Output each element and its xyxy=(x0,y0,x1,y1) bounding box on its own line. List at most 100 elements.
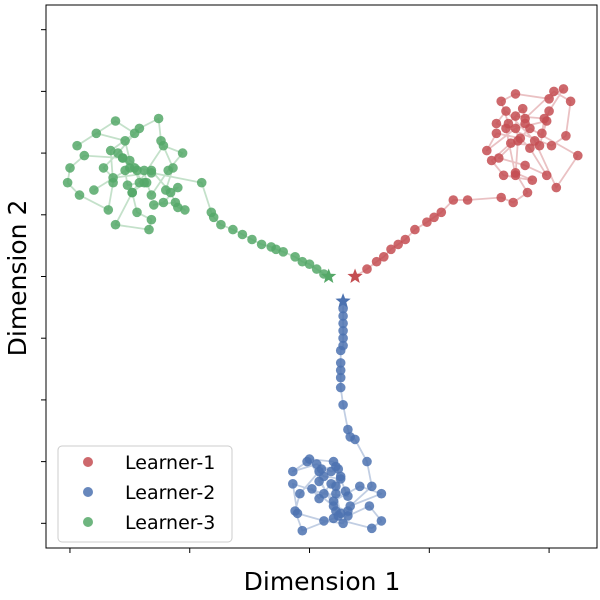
series-line-learner-3 xyxy=(66,117,330,278)
series-points xyxy=(62,84,583,536)
data-point-learner-2 xyxy=(316,464,327,474)
data-point-learner-2 xyxy=(297,525,308,536)
data-point-learner-1 xyxy=(501,123,511,134)
data-point-learner-2 xyxy=(338,400,348,410)
data-point-learner-2 xyxy=(292,508,303,519)
data-point-learner-3 xyxy=(266,242,277,252)
data-point-learner-2 xyxy=(335,471,346,482)
start-star-learner-1 xyxy=(347,268,363,283)
data-point-learner-3 xyxy=(62,177,73,188)
data-point-learner-1 xyxy=(393,239,404,250)
data-point-learner-2 xyxy=(338,518,348,529)
data-point-learner-3 xyxy=(91,128,102,139)
data-point-learner-2 xyxy=(333,511,344,521)
data-point-learner-1 xyxy=(494,153,504,163)
data-point-learner-1 xyxy=(400,234,411,245)
data-point-learner-3 xyxy=(129,128,140,139)
data-point-learner-3 xyxy=(120,136,130,146)
legend-label: Learner-1 xyxy=(125,452,215,474)
start-star-learner-2 xyxy=(335,293,351,308)
data-point-learner-2 xyxy=(367,481,377,492)
data-point-learner-3 xyxy=(165,187,176,198)
data-point-learner-1 xyxy=(544,106,554,116)
data-point-learner-2 xyxy=(338,318,348,329)
data-point-learner-2 xyxy=(331,461,341,472)
data-point-learner-1 xyxy=(510,111,521,121)
data-point-learner-2 xyxy=(338,303,348,314)
legend-marker xyxy=(83,517,93,527)
data-point-learner-1 xyxy=(541,170,552,181)
data-point-learner-2 xyxy=(314,493,324,504)
data-point-learner-1 xyxy=(508,197,518,208)
y-axis-label: Dimension 2 xyxy=(3,200,32,357)
data-point-learner-2 xyxy=(288,479,298,489)
legend-item-learner-3: Learner-3 xyxy=(83,512,215,534)
data-point-learner-1 xyxy=(462,195,473,205)
data-point-learner-2 xyxy=(328,501,339,511)
data-point-learner-3 xyxy=(89,185,99,195)
legend-item-learner-1: Learner-1 xyxy=(83,452,215,474)
data-point-learner-2 xyxy=(319,471,329,482)
data-point-learner-3 xyxy=(146,190,157,200)
data-point-learner-3 xyxy=(139,165,149,176)
data-point-learner-3 xyxy=(132,165,142,176)
data-point-learner-2 xyxy=(367,523,377,534)
data-point-learner-3 xyxy=(127,187,137,198)
data-point-learner-2 xyxy=(288,466,298,477)
data-point-learner-1 xyxy=(517,103,528,114)
data-point-learner-3 xyxy=(98,163,109,173)
data-point-learner-2 xyxy=(335,372,346,383)
data-point-learner-3 xyxy=(256,239,267,250)
data-point-learner-3 xyxy=(304,259,315,270)
data-point-learner-3 xyxy=(311,264,322,274)
data-point-learner-1 xyxy=(513,136,523,146)
legend-item-learner-2: Learner-2 xyxy=(83,482,215,504)
data-point-learner-1 xyxy=(362,264,372,274)
data-point-learner-1 xyxy=(422,217,432,227)
data-point-learner-1 xyxy=(482,145,492,156)
data-point-learner-2 xyxy=(376,488,387,499)
data-point-learner-1 xyxy=(410,224,420,235)
data-point-learner-1 xyxy=(544,94,554,104)
data-point-learner-2 xyxy=(326,479,336,489)
data-point-learner-1 xyxy=(525,143,535,153)
legend-marker xyxy=(83,487,93,497)
data-point-learner-1 xyxy=(510,123,521,134)
data-point-learner-3 xyxy=(153,113,164,124)
data-point-learner-3 xyxy=(216,219,226,230)
data-point-learner-1 xyxy=(379,251,389,262)
data-point-learner-1 xyxy=(496,96,507,107)
data-point-learner-1 xyxy=(561,131,571,141)
data-point-learner-3 xyxy=(74,190,85,200)
data-point-learner-2 xyxy=(338,333,348,344)
x-axis-label: Dimension 1 xyxy=(244,567,401,596)
data-point-learner-1 xyxy=(496,192,507,203)
data-point-learner-3 xyxy=(146,165,157,176)
data-point-learner-2 xyxy=(350,434,360,445)
data-point-learner-3 xyxy=(237,229,248,240)
data-point-learner-1 xyxy=(491,118,502,129)
data-point-learner-3 xyxy=(177,148,188,158)
data-point-learner-2 xyxy=(331,488,341,499)
data-point-learner-3 xyxy=(278,247,289,257)
data-point-learner-2 xyxy=(304,454,315,464)
data-point-learner-3 xyxy=(122,180,133,190)
data-point-learner-3 xyxy=(173,202,183,213)
start-markers xyxy=(321,268,363,308)
data-point-learner-1 xyxy=(520,118,530,129)
data-point-learner-3 xyxy=(125,163,135,173)
data-point-learner-3 xyxy=(290,251,300,262)
data-point-learner-3 xyxy=(146,214,157,225)
data-point-learner-1 xyxy=(565,96,576,107)
data-point-learner-3 xyxy=(158,140,169,151)
data-point-learner-1 xyxy=(573,150,583,161)
data-point-learner-1 xyxy=(520,160,530,171)
data-point-learner-3 xyxy=(228,224,238,235)
legend-label: Learner-2 xyxy=(125,482,215,504)
data-point-learner-3 xyxy=(149,200,159,210)
data-point-learner-3 xyxy=(79,150,90,161)
data-point-learner-3 xyxy=(110,219,121,230)
data-point-learner-3 xyxy=(108,177,118,188)
data-point-learner-2 xyxy=(295,488,305,499)
